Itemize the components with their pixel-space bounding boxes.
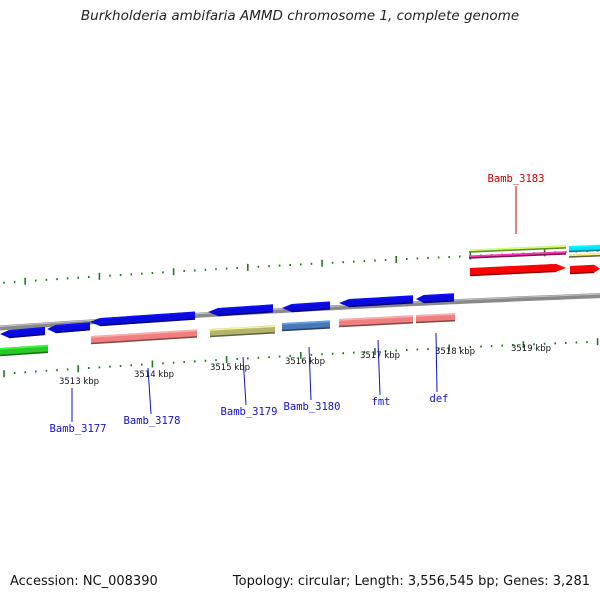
- tick-label: 3519 kbp: [511, 344, 551, 354]
- gene-label: fmt: [372, 396, 391, 408]
- feature-shadow: [281, 327, 331, 332]
- leader-line: [308, 346, 312, 401]
- feature-shadow: [217, 311, 274, 317]
- lower-sub-feature: [91, 329, 197, 344]
- feature-highlight: [415, 313, 456, 317]
- feature-shadow: [423, 299, 455, 304]
- leader-line: [377, 339, 381, 396]
- upper-cds-feature: [470, 263, 566, 276]
- gene-label: Bamb_3177: [50, 423, 107, 435]
- feature-shadow: [55, 328, 91, 334]
- gene-label: Bamb_3179: [221, 406, 278, 418]
- leader-line: [147, 367, 152, 415]
- leader-line: [242, 356, 247, 406]
- tick-label: 3515 kbp: [210, 363, 250, 373]
- feature-shadow: [469, 270, 557, 277]
- feature-highlight: [469, 264, 557, 270]
- feature-highlight: [217, 304, 274, 310]
- feature-highlight: [281, 320, 331, 325]
- feature-highlight: [99, 311, 196, 320]
- feature-tracks: [0, 244, 600, 357]
- tick-label: 3516 kbp: [285, 357, 325, 367]
- feature-shadow: [568, 255, 600, 258]
- feature-highlight: [90, 329, 198, 338]
- map-labels: 3513 kbp 3514 kbp 3515 kbp 3516 kbp 3517 kbp…: [50, 173, 551, 435]
- gene-label: Bamb_3183: [488, 173, 545, 185]
- feature-shadow: [90, 336, 198, 345]
- feature-highlight: [291, 301, 331, 306]
- feature-highlight: [209, 325, 276, 331]
- feature-highlight: [8, 327, 46, 332]
- feature-highlight: [55, 322, 91, 327]
- gene-label: def: [430, 393, 449, 405]
- feature-shadow: [348, 302, 414, 308]
- feature-highlight: [338, 315, 414, 321]
- feature-shadow: [415, 319, 456, 324]
- feature-highlight: [568, 253, 600, 257]
- feature-shadow: [209, 332, 276, 338]
- feature-highlight: [569, 265, 595, 268]
- feature-highlight: [468, 245, 567, 252]
- topology-label: Topology: circular; Length: 3,556,545 bp…: [232, 574, 590, 589]
- feature-highlight: [568, 245, 600, 248]
- feature-shadow: [568, 249, 600, 253]
- lower-cds-feature: [90, 311, 195, 326]
- tick-label: 3513 kbp: [59, 377, 99, 387]
- label-leader-lines: [71, 186, 517, 422]
- feature-shadow: [0, 351, 49, 357]
- tick-label: 3518 kbp: [435, 347, 475, 357]
- feature-highlight: [348, 295, 414, 301]
- feature-shadow: [338, 322, 414, 328]
- feature-shadow: [99, 318, 196, 327]
- gene-label: Bamb_3178: [124, 415, 181, 427]
- feature-shadow: [569, 271, 595, 275]
- feature-shadow: [291, 308, 331, 313]
- accession-label: Accession: NC_008390: [10, 574, 158, 589]
- feature-highlight: [468, 251, 567, 258]
- feature-highlight: [0, 344, 49, 350]
- feature-shadow: [468, 247, 567, 253]
- feature-highlight: [423, 293, 455, 297]
- feature-shadow: [468, 253, 567, 259]
- tick-label: 3517 kbp: [360, 351, 400, 361]
- feature-shadow: [8, 333, 46, 339]
- gene-label: Bamb_3180: [284, 401, 341, 413]
- tick-marks: [3, 249, 599, 378]
- tick-label: 3514 kbp: [134, 370, 174, 380]
- map-title: Burkholderia ambifaria AMMD chromosome 1…: [80, 8, 520, 24]
- leader-line: [435, 332, 438, 393]
